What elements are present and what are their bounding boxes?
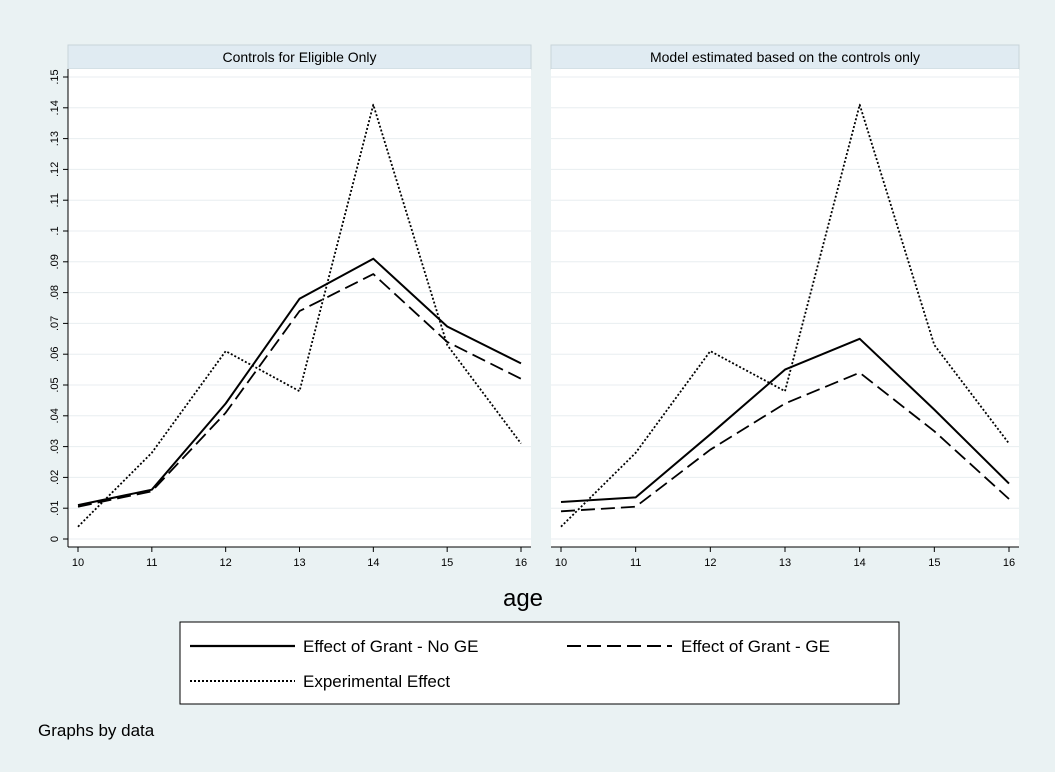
panel-2: Model estimated based on the controls on… — [550, 44, 1020, 569]
graphs-by-note: Graphs by data — [38, 721, 155, 740]
x-tick-label: 11 — [146, 557, 157, 569]
panel-1: Controls for Eligible Only 0 .01 .02 .03 .04.… — [49, 44, 532, 569]
y-tick-label: .06 — [49, 347, 61, 362]
legend-box — [179, 621, 900, 705]
y-tick-label: .05 — [49, 377, 61, 392]
y-tick-label: .08 — [49, 285, 61, 300]
y-tick-label: .13 — [49, 131, 61, 146]
plot-area — [68, 69, 531, 547]
legend: Effect of Grant - No GE Effect of Grant … — [179, 621, 900, 705]
panel-title: Model estimated based on the controls on… — [650, 49, 920, 65]
x-tick-label: 16 — [515, 557, 527, 569]
panel-title-strip — [550, 44, 1020, 70]
y-tick-label: .04 — [49, 408, 61, 423]
legend-label-no-ge: Effect of Grant - No GE — [303, 637, 478, 656]
panel-title-strip — [67, 44, 532, 70]
legend-label-ge: Effect of Grant - GE — [681, 637, 830, 656]
y-tick-label: .15 — [49, 69, 61, 84]
x-tick-label: 13 — [779, 557, 791, 569]
x-tick-label: 16 — [1003, 557, 1015, 569]
plot-area — [551, 69, 1019, 547]
x-tick-label: 12 — [220, 557, 232, 569]
chart-panels: Controls for Eligible Only 0 .01 .02 .03 .04.… — [49, 44, 1020, 569]
y-tick-label: 0 — [49, 536, 61, 542]
x-tick-label: 15 — [928, 557, 940, 569]
series-line-solid — [560, 337, 1010, 503]
y-tick-label: .02 — [49, 470, 61, 485]
x-tick-label: 12 — [704, 557, 716, 569]
y-tick-label: .1 — [49, 226, 61, 235]
x-tick-label: 14 — [367, 557, 379, 569]
series-line-dotted — [77, 103, 522, 528]
x-tick-label: 10 — [72, 557, 84, 569]
y-tick-label: .01 — [49, 501, 61, 516]
panel-title: Controls for Eligible Only — [222, 49, 376, 65]
y-tick-label: .11 — [49, 193, 61, 207]
x-tick-label: 13 — [293, 557, 305, 569]
x-tick-label: 14 — [854, 557, 866, 569]
series-line-dashed — [560, 371, 1010, 513]
x-tick-label: 10 — [555, 557, 567, 569]
series-line-dotted — [560, 103, 1010, 528]
y-tick-label: .12 — [49, 162, 61, 177]
x-tick-label: 11 — [630, 557, 641, 569]
x-tick-label: 15 — [441, 557, 453, 569]
x-axis-title: age — [503, 585, 543, 612]
series-line-dashed — [77, 273, 522, 508]
y-tick-label: .09 — [49, 254, 61, 269]
legend-label-experimental: Experimental Effect — [303, 672, 450, 691]
y-tick-label: .07 — [49, 316, 61, 331]
y-tick-label: .14 — [49, 100, 61, 115]
y-tick-label: .03 — [49, 439, 61, 454]
series-line-solid — [77, 257, 522, 507]
